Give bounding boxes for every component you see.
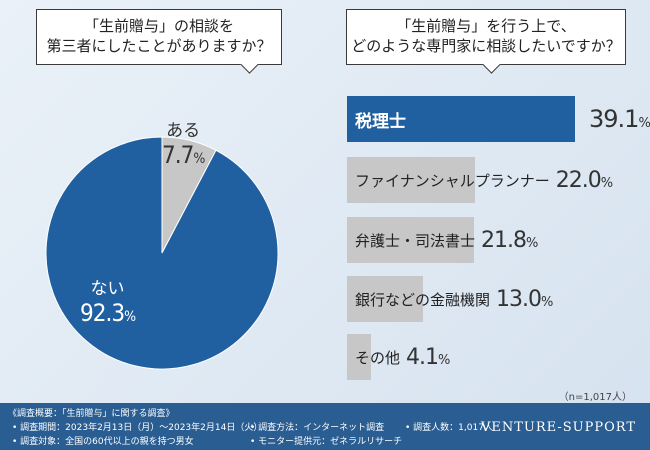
- bar-label-row: 弁護士・司法書士 21.8%: [355, 217, 538, 263]
- survey-provider: • モニター提供元：ゼネラルリサーチ: [250, 437, 403, 447]
- bar-label-row: 税理士 39.1%: [355, 96, 650, 142]
- bar-category-label: その他: [355, 348, 401, 367]
- survey-title: 《調査概要：「生前贈与」に関する調査》: [8, 409, 175, 419]
- left-question-line1: 「生前贈与」の相談を: [83, 17, 234, 35]
- right-question-bubble: 「生前贈与」を行う上で、 どのような専門家に相談したいですか？: [346, 9, 626, 74]
- bar-0: [347, 96, 575, 142]
- right-question-line1: 「生前贈与」を行う上で、: [396, 17, 576, 35]
- pie-label-nai: ない 92.3%: [80, 274, 136, 327]
- pie-slice-value: 92.3%: [80, 299, 136, 327]
- bar-chart: 税理士 39.1% ファイナンシャルプランナー 22.0% 弁護士・司法書士 21.8% 銀…: [347, 96, 650, 380]
- bar-category-label: 税理士: [355, 111, 406, 132]
- pie-slice-name: ある: [166, 121, 201, 141]
- bar-value-label: 21.8%: [481, 227, 538, 253]
- survey-target: • 調査対象：全国の60代以上の親を持つ男女: [12, 437, 194, 447]
- bar-label-row: 銀行などの金融機関 13.0%: [355, 276, 553, 322]
- bar-value-label: 39.1%: [589, 105, 650, 133]
- left-question-line2: 第三者にしたことがありますか？: [46, 37, 272, 55]
- bar-label-row: ファイナンシャルプランナー 22.0%: [355, 157, 613, 203]
- bar-value-label: 4.1%: [406, 344, 450, 370]
- bar-category-label: 弁護士・司法書士: [355, 231, 476, 250]
- bar-3: [347, 276, 423, 322]
- bar-category-label: 銀行などの金融機関: [355, 290, 491, 309]
- survey-count: • 調査人数：1,017人: [405, 423, 493, 433]
- right-question-line2: どのような専門家に相談したいですか？: [351, 37, 621, 55]
- pie-label-aru: ある 7.7%: [162, 116, 205, 169]
- bar-value-label: 13.0%: [496, 286, 553, 312]
- sample-size-note: （n=1,017人）: [558, 392, 632, 403]
- bar-category-label: ファイナンシャルプランナー: [355, 171, 550, 190]
- survey-footer: 《調査概要：「生前贈与」に関する調査》 • 調査期間：2023年2月13日（月）…: [0, 403, 650, 450]
- survey-period: • 調査期間：2023年2月13日（月）〜2023年2月14日（火）: [12, 423, 263, 433]
- left-question-bubble: 「生前贈与」の相談を 第三者にしたことがありますか？: [36, 9, 282, 74]
- survey-method: • 調査方法：インターネット調査: [250, 423, 385, 433]
- bar-2: [347, 217, 475, 263]
- bar-4: [347, 334, 371, 380]
- bar-label-row: その他 4.1%: [355, 334, 450, 380]
- pie-slice-name: ない: [90, 279, 125, 299]
- bar-value-label: 22.0%: [555, 167, 613, 193]
- pie-slice-1: [45, 136, 279, 370]
- brand-logo: VENTURE-SUPPORT: [480, 420, 636, 435]
- pie-slice-value: 7.7%: [162, 141, 205, 169]
- bar-1: [347, 157, 476, 203]
